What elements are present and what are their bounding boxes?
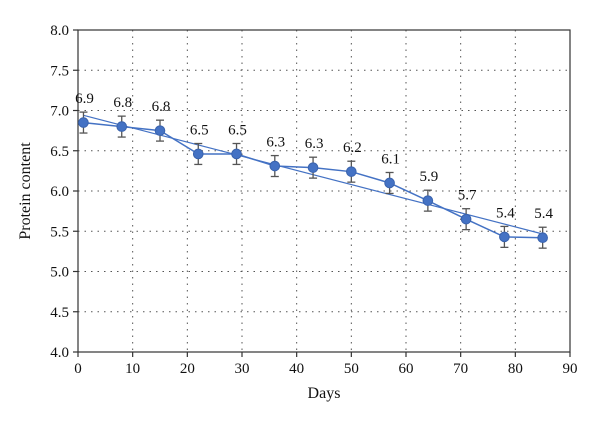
y-tick-label: 8.0: [50, 23, 69, 39]
x-tick-label: 30: [235, 361, 250, 377]
x-tick-label: 20: [180, 361, 195, 377]
data-point: [269, 160, 281, 172]
data-point: [307, 162, 319, 173]
data-point: [422, 195, 434, 206]
x-tick-label: 60: [399, 361, 414, 377]
y-tick-label: 5.0: [50, 265, 69, 281]
plot-frame: [77, 29, 571, 353]
y-tick-label: 4.0: [50, 345, 69, 361]
y-axis-title: Protein content: [17, 142, 34, 240]
y-tick-label: 6.5: [50, 144, 69, 160]
x-axis-title: Days: [308, 385, 341, 402]
data-label: 6.3: [305, 136, 324, 152]
x-tick-label: 0: [74, 361, 82, 377]
data-label: 5.7: [458, 188, 477, 204]
data-label: 6.8: [152, 99, 171, 115]
data-label: 6.9: [75, 91, 94, 107]
data-point: [384, 177, 395, 189]
y-tick-label: 5.5: [50, 224, 69, 240]
data-point: [346, 166, 357, 177]
data-point: [192, 148, 204, 160]
data-label: 5.4: [534, 206, 553, 222]
series-layer: [78, 111, 548, 249]
y-tick-label: 6.0: [50, 184, 69, 200]
data-label: 6.5: [228, 123, 247, 139]
grid: [78, 30, 570, 352]
axes: 0 10 20 30 40 50 60 70 80 90 4.0 4.5 5.0 5.5 6.0 6.5 7.0…: [50, 23, 577, 377]
data-label: 5.4: [496, 205, 515, 221]
data-label: 6.1: [381, 151, 400, 167]
data-label: 6.2: [343, 140, 362, 156]
data-point: [154, 125, 166, 136]
x-tick-label: 40: [289, 361, 304, 377]
data-point: [78, 117, 89, 128]
data-point: [499, 231, 510, 243]
y-tick-label: 7.0: [50, 104, 69, 120]
data-point: [537, 232, 548, 243]
data-point: [116, 121, 128, 132]
y-tick-label: 7.5: [50, 63, 69, 79]
x-tick-label: 70: [453, 361, 468, 377]
data-label: 5.9: [419, 169, 438, 185]
x-tick-label: 90: [563, 361, 578, 377]
x-tick-label: 80: [508, 361, 523, 377]
data-point: [460, 213, 472, 225]
data-label: 6.5: [190, 123, 209, 139]
data-label: 6.3: [266, 135, 285, 151]
data-labels: 6.9 6.8 6.8 6.5 6.5 6.3 6.3 6.2 6.1 5.9 5.7 5.4 5.4: [75, 91, 553, 222]
x-tick-label: 50: [344, 361, 359, 377]
y-tick-label: 4.5: [50, 305, 69, 321]
x-tick-label: 10: [125, 361, 140, 377]
data-label: 6.8: [113, 95, 132, 111]
data-point: [231, 148, 242, 160]
